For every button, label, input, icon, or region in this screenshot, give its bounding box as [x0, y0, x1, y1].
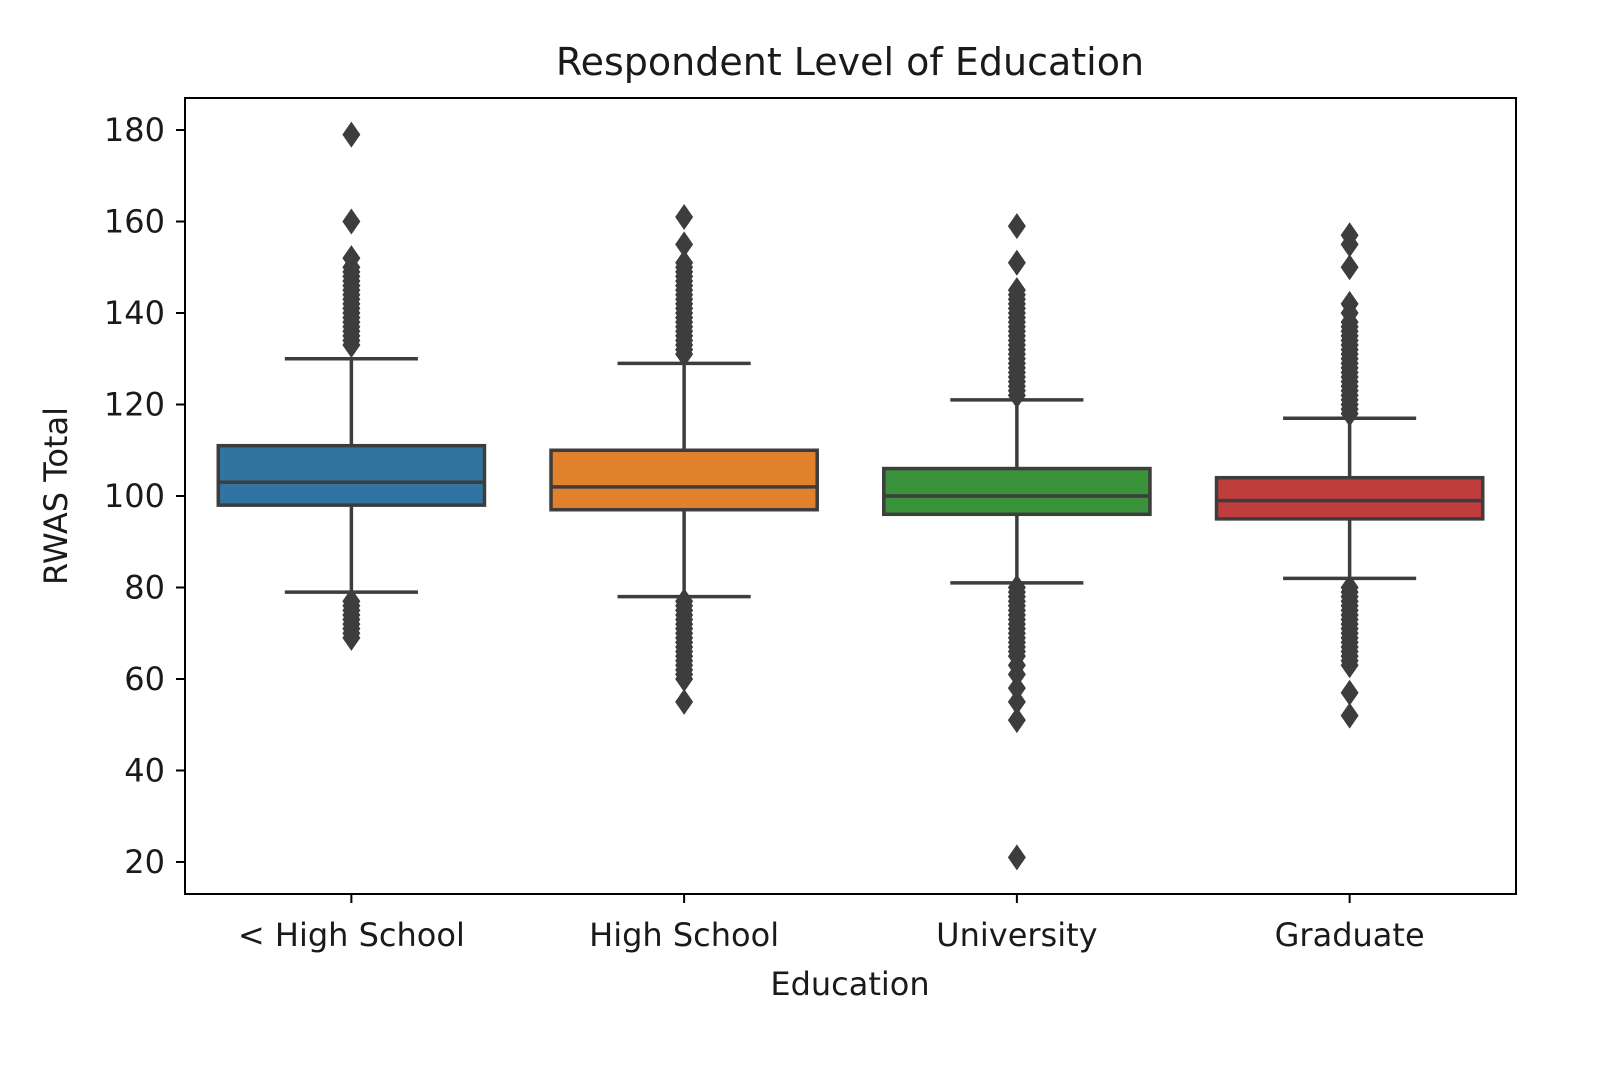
outlier-point	[675, 203, 694, 230]
x-axis-label: Education	[770, 965, 929, 1003]
outlier-point	[1007, 249, 1026, 276]
box-group	[1214, 222, 1485, 729]
outlier-point	[1340, 222, 1359, 249]
outlier-point	[1007, 675, 1026, 702]
x-tick-label: < High School	[238, 916, 465, 954]
outlier-point	[675, 588, 694, 615]
outlier-point	[1340, 290, 1359, 317]
box-iqr	[1214, 475, 1485, 521]
outlier-point	[342, 245, 361, 272]
outlier-point	[1340, 679, 1359, 706]
y-tick-label: 80	[124, 568, 165, 606]
y-axis-label: RWAS Total	[37, 407, 75, 585]
y-tick-label: 20	[124, 843, 165, 881]
y-tick-label: 100	[104, 477, 165, 515]
outlier-point	[1007, 277, 1026, 304]
box-iqr	[882, 466, 1152, 517]
plot-area	[216, 121, 1485, 871]
outlier-point	[1340, 254, 1359, 281]
outlier-point	[675, 688, 694, 715]
box-iqr	[549, 448, 819, 512]
box-iqr	[216, 443, 487, 507]
y-tick-label: 160	[104, 203, 165, 241]
x-axis: < High School High School University Gradua…	[238, 894, 1425, 954]
y-tick-label: 140	[104, 294, 165, 332]
outlier-point	[342, 588, 361, 615]
box-group	[216, 121, 487, 651]
box-group	[882, 213, 1152, 871]
outlier-point	[1007, 213, 1026, 240]
y-axis: 20 40 60 80 100 120 140 160 180	[104, 111, 185, 881]
y-tick-label: 180	[104, 111, 165, 149]
outlier-point	[675, 231, 694, 258]
x-tick-label: High School	[589, 916, 779, 954]
y-tick-label: 120	[104, 386, 165, 424]
outlier-point	[1007, 688, 1026, 715]
outlier-point	[1007, 844, 1026, 871]
y-tick-label: 40	[124, 751, 165, 789]
chart-title: Respondent Level of Education	[556, 40, 1144, 84]
outlier-point	[1340, 702, 1359, 729]
box-group	[549, 203, 819, 715]
outlier-point	[342, 208, 361, 235]
outlier-point	[1007, 574, 1026, 601]
outlier-point	[1007, 707, 1026, 734]
x-tick-label: University	[936, 916, 1097, 954]
outlier-point	[342, 121, 361, 148]
x-tick-label: Graduate	[1275, 916, 1425, 954]
y-tick-label: 60	[124, 660, 165, 698]
outlier-point	[1340, 574, 1359, 601]
outlier-point	[675, 249, 694, 276]
